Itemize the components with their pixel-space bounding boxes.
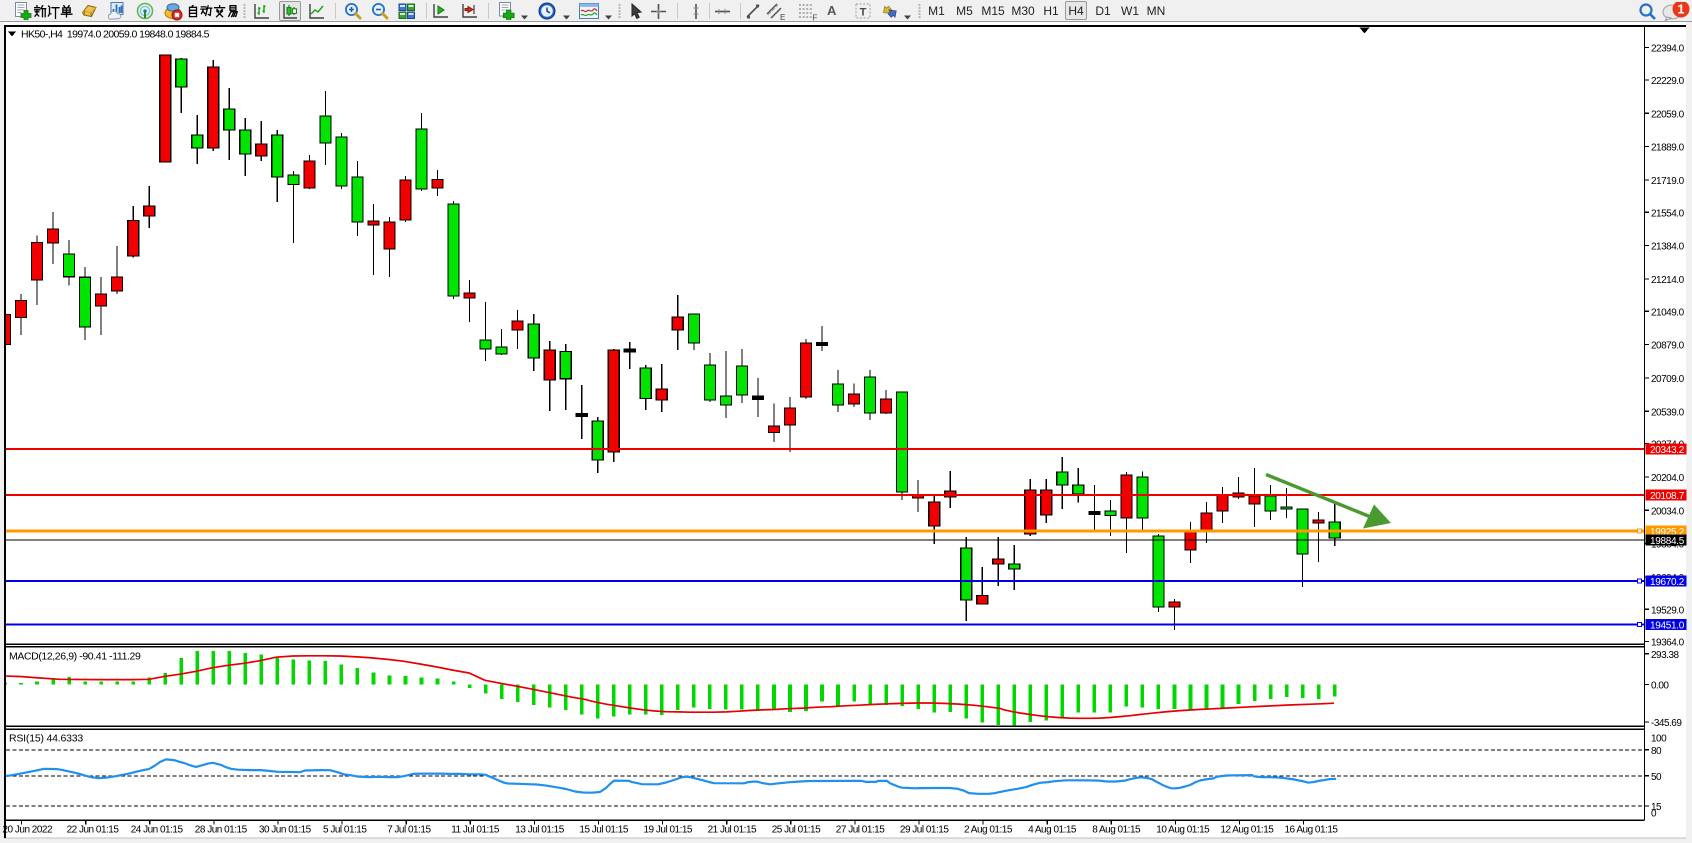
svg-text:20034.0: 20034.0 <box>1651 506 1685 517</box>
svg-text:28 Jun 01:15: 28 Jun 01:15 <box>195 825 248 836</box>
svg-text:21719.0: 21719.0 <box>1651 176 1685 187</box>
svg-text:24 Jun 01:15: 24 Jun 01:15 <box>131 825 184 836</box>
svg-text:16 Aug 01:15: 16 Aug 01:15 <box>1285 825 1339 836</box>
svg-text:1: 1 <box>1678 3 1685 17</box>
svg-text:21889.0: 21889.0 <box>1651 143 1685 154</box>
svg-text:0: 0 <box>1651 809 1657 820</box>
svg-text:RSI(15) 44.6333: RSI(15) 44.6333 <box>9 733 83 745</box>
svg-text:F: F <box>813 14 818 22</box>
svg-text:22394.0: 22394.0 <box>1651 44 1685 55</box>
svg-text:22059.0: 22059.0 <box>1651 109 1685 120</box>
svg-text:5 Jul 01:15: 5 Jul 01:15 <box>323 825 367 836</box>
svg-text:7 Jul 01:15: 7 Jul 01:15 <box>387 825 431 836</box>
svg-text:80: 80 <box>1651 746 1662 757</box>
svg-text:50: 50 <box>1651 772 1662 783</box>
svg-text:22 Jun 01:15: 22 Jun 01:15 <box>67 825 120 836</box>
svg-text:19529.0: 19529.0 <box>1651 605 1685 616</box>
svg-text:21554.0: 21554.0 <box>1651 208 1685 219</box>
svg-text:-345.69: -345.69 <box>1651 718 1682 729</box>
svg-text:21214.0: 21214.0 <box>1651 275 1685 286</box>
svg-text:19670.2: 19670.2 <box>1650 577 1685 588</box>
svg-text:19364.0: 19364.0 <box>1651 638 1685 649</box>
svg-text:30 Jun 01:15: 30 Jun 01:15 <box>259 825 312 836</box>
svg-text:29 Jul 01:15: 29 Jul 01:15 <box>900 825 949 836</box>
svg-text:20709.0: 20709.0 <box>1651 374 1685 385</box>
svg-text:21049.0: 21049.0 <box>1651 307 1685 318</box>
svg-text:19925.2: 19925.2 <box>1650 527 1685 538</box>
svg-text:12 Aug 01:15: 12 Aug 01:15 <box>1220 825 1274 836</box>
svg-text:25 Jul 01:15: 25 Jul 01:15 <box>772 825 821 836</box>
svg-text:19 Jul 01:15: 19 Jul 01:15 <box>644 825 693 836</box>
svg-text:MACD(12,26,9) -90.41 -111.29: MACD(12,26,9) -90.41 -111.29 <box>9 651 141 663</box>
svg-text:T: T <box>860 7 867 19</box>
svg-text:11 Jul 01:15: 11 Jul 01:15 <box>451 825 500 836</box>
svg-text:19451.0: 19451.0 <box>1650 621 1685 632</box>
svg-text:4 Aug 01:15: 4 Aug 01:15 <box>1028 825 1077 836</box>
svg-text:22229.0: 22229.0 <box>1651 76 1685 87</box>
svg-text:21 Jul 01:15: 21 Jul 01:15 <box>708 825 757 836</box>
svg-text:19884.5: 19884.5 <box>1650 536 1685 547</box>
svg-text:2 Aug 01:15: 2 Aug 01:15 <box>964 825 1013 836</box>
svg-text:20343.2: 20343.2 <box>1650 445 1685 456</box>
svg-text:100: 100 <box>1651 734 1667 745</box>
svg-text:20204.0: 20204.0 <box>1651 473 1685 484</box>
svg-text:8 Aug 01:15: 8 Aug 01:15 <box>1092 825 1141 836</box>
svg-text:15 Jul 01:15: 15 Jul 01:15 <box>579 825 628 836</box>
svg-text:HK50-,H4 19974.0 20059.0 1984: HK50-,H4 19974.0 20059.0 19848.0 19884.5 <box>21 29 210 41</box>
svg-text:15: 15 <box>1651 802 1662 813</box>
svg-text:E: E <box>780 13 785 21</box>
svg-text:20108.7: 20108.7 <box>1650 491 1685 502</box>
svg-text:20539.0: 20539.0 <box>1651 407 1685 418</box>
svg-text:0.00: 0.00 <box>1651 681 1669 692</box>
svg-text:27 Jul 01:15: 27 Jul 01:15 <box>836 825 885 836</box>
svg-text:20879.0: 20879.0 <box>1651 341 1685 352</box>
svg-text:13 Jul 01:15: 13 Jul 01:15 <box>515 825 564 836</box>
svg-text:20 Jun 2022: 20 Jun 2022 <box>3 825 53 836</box>
svg-text:21384.0: 21384.0 <box>1651 242 1685 253</box>
svg-text:293.38: 293.38 <box>1651 650 1680 661</box>
svg-text:10 Aug 01:15: 10 Aug 01:15 <box>1156 825 1210 836</box>
